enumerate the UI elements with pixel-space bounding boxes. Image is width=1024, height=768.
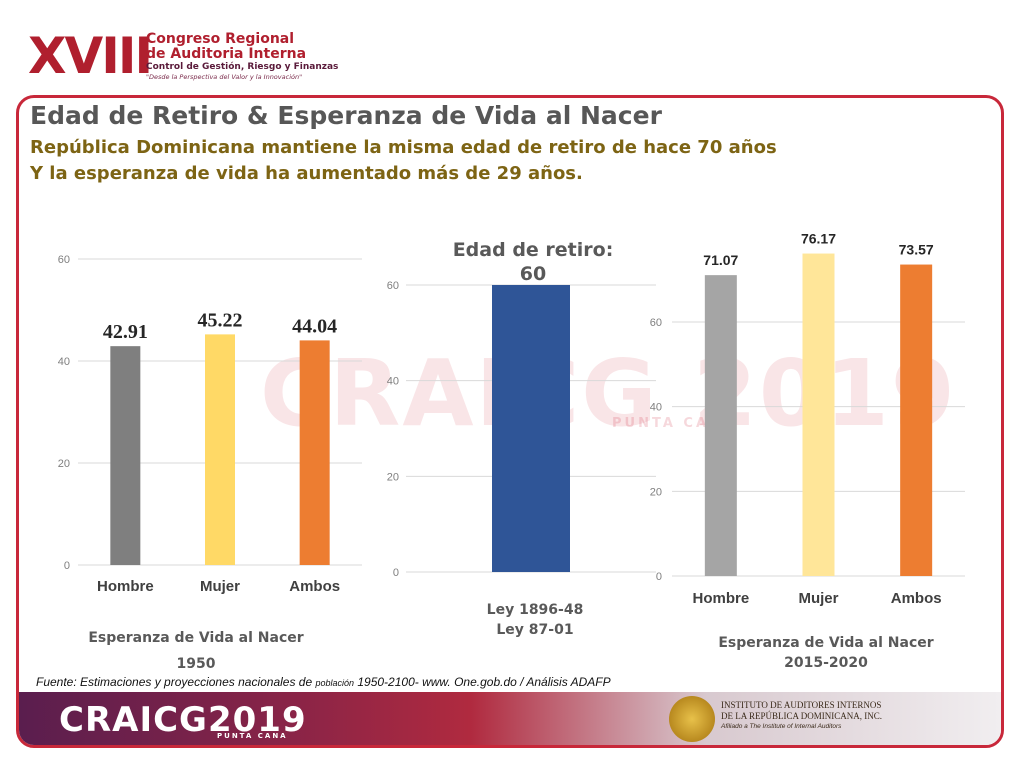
bar	[802, 253, 835, 576]
bar	[704, 275, 737, 576]
footer-logo-sub: PUNTA CANA	[217, 732, 288, 740]
x-tick-label: Hombre	[97, 578, 154, 595]
source-suffix: 1950-2100- www. One.gob.do / Análisis AD…	[354, 675, 611, 689]
retirement-heading-value: 60	[519, 263, 547, 285]
retirement-heading-label: Edad de retiro:	[452, 239, 614, 261]
logo-line-4: "Desde la Perspectiva del Valor y la Inn…	[146, 73, 303, 81]
footer-logo-main: CRAICG	[59, 700, 208, 740]
data-label: 45.22	[198, 309, 243, 331]
y-tick-label: 20	[58, 458, 70, 470]
y-tick-label: 20	[650, 486, 662, 498]
bar	[900, 264, 933, 576]
y-tick-label: 40	[387, 376, 399, 388]
chart-retirement-age: 0 20 40 60	[387, 280, 656, 579]
caption-2015-2020-line-1: Esperanza de Vida al Nacer	[718, 635, 934, 651]
source-prefix: Fuente: Estimaciones y proyecciones naci…	[36, 675, 316, 689]
caption-2015-2020: Esperanza de Vida al Nacer 2015-2020	[686, 633, 966, 673]
y-tick-label: 0	[64, 560, 70, 572]
iaird-seal-icon	[669, 696, 715, 742]
caption-1950-line-1: Esperanza de Vida al Nacer	[88, 630, 304, 646]
caption-1950-line-2: 1950	[176, 656, 216, 672]
bar	[492, 285, 570, 572]
x-tick-label: Mujer	[200, 578, 240, 595]
x-tick-label: Ambos	[891, 590, 942, 607]
y-tick-label: 40	[650, 402, 662, 414]
y-tick-label: 0	[656, 571, 662, 583]
logo-line-2: de Auditoria Interna	[146, 46, 307, 62]
data-label: 42.91	[103, 321, 148, 343]
congress-logo: XVIII Congreso Regional de Auditoria Int…	[28, 28, 348, 88]
retirement-heading: Edad de retiro: 60	[418, 238, 648, 286]
y-tick-label: 40	[58, 356, 70, 368]
y-tick-label: 60	[650, 317, 662, 329]
source-small: población	[315, 678, 355, 688]
x-tick-label: Mujer	[798, 590, 838, 607]
caption-1950: Esperanza de Vida al Nacer 1950	[66, 625, 326, 677]
footer-logo-year: 2019	[207, 700, 307, 740]
caption-law: Ley 1896-48 Ley 87-01	[420, 600, 650, 640]
bar	[205, 334, 235, 565]
x-tick-label: Ambos	[289, 578, 340, 595]
chart-life-expectancy-2015-2020: 0 20 40 60 71.07 Hombre 76.17 Mujer 73.57 Ambos	[650, 231, 965, 607]
logo-line-1: Congreso Regional	[146, 31, 295, 47]
y-tick-label: 60	[387, 280, 399, 292]
slide-subtitle-1: República Dominicana mantiene la misma e…	[30, 137, 777, 158]
slide-title: Edad de Retiro & Esperanza de Vida al Na…	[30, 101, 662, 130]
y-tick-label: 60	[58, 254, 70, 266]
iaird-line-3: Afiliado a The Institute of Internal Aud…	[721, 723, 842, 730]
data-label: 76.17	[801, 231, 836, 247]
iaird-line-2: DE LA REPÚBLICA DOMINICANA, INC.	[721, 711, 883, 721]
bar	[110, 346, 141, 565]
y-tick-label: 20	[387, 471, 399, 483]
logo-numeral: XVIII	[28, 27, 153, 85]
watermark-logo: CRAICG 2019	[260, 340, 957, 447]
watermark-subtext: PUNTA CANA	[612, 416, 736, 431]
bar	[299, 340, 330, 565]
caption-law-line-1: Ley 1896-48	[486, 602, 584, 618]
slide-subtitle-2: Y la esperanza de vida ha aumentado más …	[30, 163, 583, 184]
footer-logo: CRAICG2019	[59, 700, 307, 740]
caption-law-line-2: Ley 87-01	[496, 622, 574, 638]
data-label: 73.57	[899, 242, 934, 258]
data-label: 44.04	[292, 315, 337, 337]
x-tick-label: Hombre	[692, 590, 749, 607]
chart-life-expectancy-1950: 0 20 40 60 42.91 Hombre 45.22 Mujer 44.04 Ambos	[58, 254, 362, 595]
iaird-line-1: INSTITUTO DE AUDITORES INTERNOS	[721, 700, 882, 710]
logo-line-3: Control de Gestión, Riesgo y Finanzas	[146, 62, 339, 72]
footer-bar: CRAICG2019 PUNTA CANA INSTITUTO DE AUDIT…	[19, 692, 1001, 745]
iaird-text: INSTITUTO DE AUDITORES INTERNOS DE LA RE…	[721, 700, 911, 732]
source-note: Fuente: Estimaciones y proyecciones naci…	[36, 675, 611, 689]
data-label: 71.07	[703, 252, 738, 268]
caption-2015-2020-line-2: 2015-2020	[784, 655, 868, 671]
y-tick-label: 0	[393, 567, 399, 579]
logo-text: Congreso Regional de Auditoria Interna C…	[146, 32, 346, 82]
